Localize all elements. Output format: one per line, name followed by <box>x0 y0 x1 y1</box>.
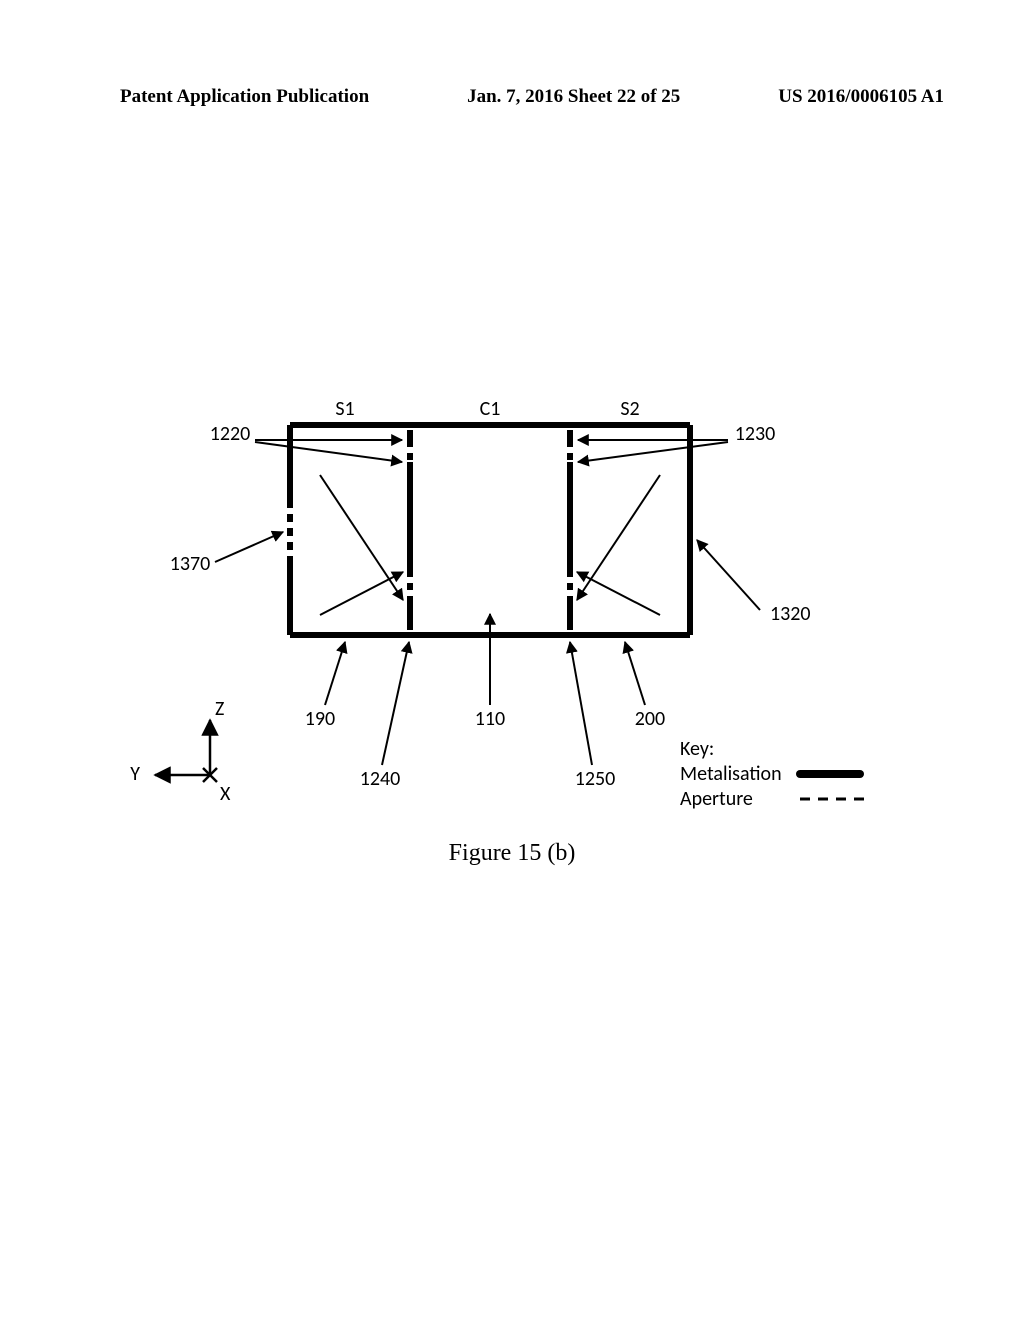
label-S1: S1 <box>335 397 354 421</box>
key-metalisation-label: Metalisation <box>680 762 782 786</box>
header-right: US 2016/0006105 A1 <box>778 86 944 108</box>
legend-key: Key: Metalisation Aperture <box>680 737 865 811</box>
ref-190: 190 <box>305 707 335 731</box>
key-title: Key: <box>680 737 714 761</box>
ref-1250: 1250 <box>575 767 616 791</box>
header-left: Patent Application Publication <box>120 86 369 108</box>
axis-x: X <box>220 782 231 806</box>
ref-1230: 1230 <box>735 422 776 446</box>
ref-110: 110 <box>475 707 505 731</box>
ref-1370: 1370 <box>170 552 211 576</box>
label-C1: C1 <box>480 397 501 421</box>
axis-z: Z <box>215 697 224 721</box>
figure-caption: Figure 15 (b) <box>0 840 1024 867</box>
page-header: Patent Application Publication Jan. 7, 2… <box>120 86 944 108</box>
label-S2: S2 <box>620 397 639 421</box>
ref-1240: 1240 <box>360 767 401 791</box>
ref-1220: 1220 <box>210 422 251 446</box>
header-center: Jan. 7, 2016 Sheet 22 of 25 <box>467 86 680 108</box>
axes-triad: Z Y X <box>130 697 231 806</box>
axis-y: Y <box>130 762 140 786</box>
ref-1320: 1320 <box>770 602 811 626</box>
key-aperture-label: Aperture <box>680 787 753 811</box>
figure-diagram: S1 C1 S2 1220 1230 1370 1320 190 <box>120 370 900 840</box>
ref-200: 200 <box>635 707 665 731</box>
